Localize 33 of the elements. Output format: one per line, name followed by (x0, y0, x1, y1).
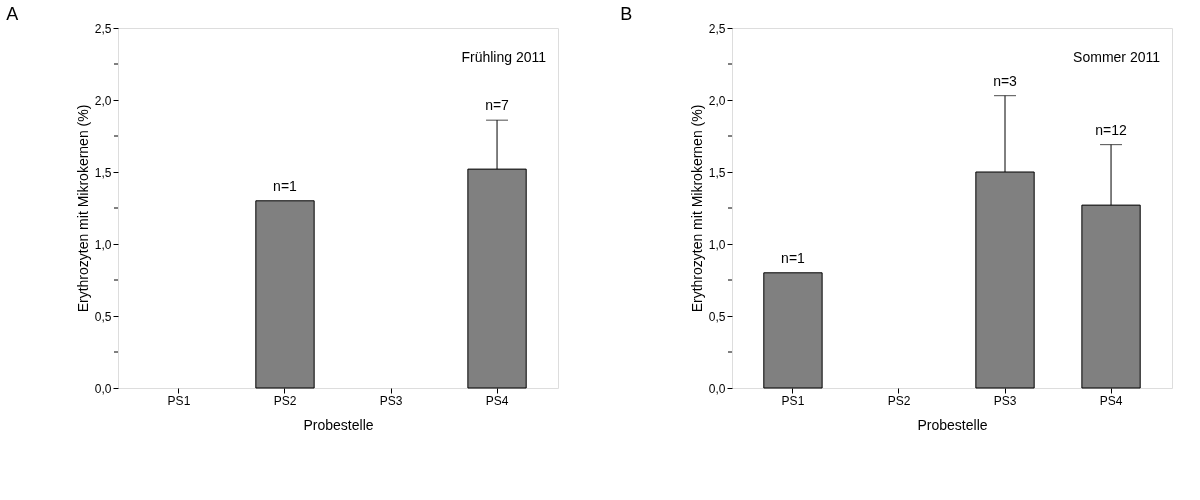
x-axis-title: Probestelle (917, 416, 988, 433)
x-tick-label: PS3 (379, 393, 403, 408)
y-tick-label: 2,5 (708, 21, 726, 36)
chart-title: B (620, 4, 633, 24)
annotation: n=7 (485, 97, 510, 114)
y-tick-label: 0,0 (94, 381, 112, 396)
y-axis-title: Erythrozyten mit Mikrokernen (%) (688, 104, 705, 313)
annotation: Sommer 2011 (1073, 49, 1161, 65)
x-tick-label: PS3 (993, 393, 1017, 408)
y-tick-label: 1,5 (94, 165, 112, 180)
x-tick-label: PS4 (485, 393, 509, 408)
annotation: n=1 (781, 249, 806, 266)
y-tick-label: 0,5 (94, 309, 112, 324)
y-tick-label: 2,5 (94, 21, 112, 36)
y-tick-label: 1,0 (708, 237, 726, 252)
x-tick-label: PS2 (273, 393, 297, 408)
annotation: n=3 (993, 72, 1018, 89)
y-tick-label: 1,5 (708, 165, 726, 180)
annotation: n=1 (273, 177, 298, 194)
y-tick-label: 0,0 (708, 381, 726, 396)
x-tick-label: PS1 (781, 393, 805, 408)
y-tick-label: 2,0 (708, 93, 726, 108)
y-tick-label: 1,0 (94, 237, 112, 252)
y-tick-label: 2,0 (94, 93, 112, 108)
x-axis-title: Probestelle (303, 416, 374, 433)
y-axis-title: Erythrozyten mit Mikrokernen (%) (74, 104, 91, 313)
x-tick-label: PS2 (887, 393, 911, 408)
annotation: Frühling 2011 (461, 49, 547, 65)
chart-title: A (6, 4, 19, 24)
x-tick-label: PS4 (1099, 393, 1123, 408)
x-tick-label: PS1 (167, 393, 191, 408)
y-tick-label: 0,5 (708, 309, 726, 324)
annotation: n=12 (1095, 121, 1128, 138)
